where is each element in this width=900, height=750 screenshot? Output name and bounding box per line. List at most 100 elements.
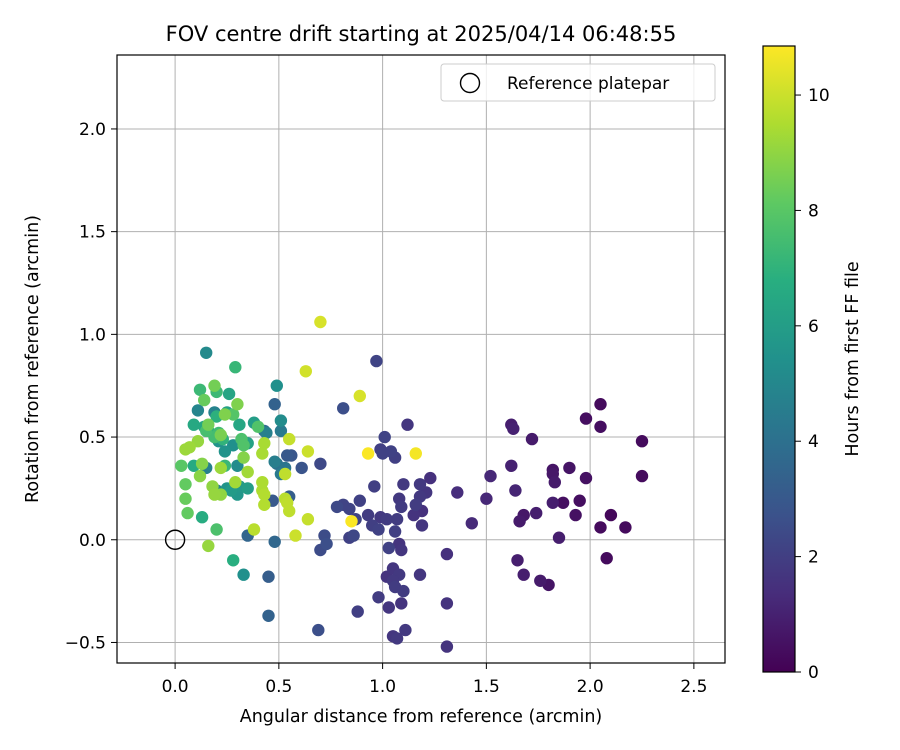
data-point	[337, 402, 350, 415]
data-point	[548, 476, 561, 489]
data-point	[390, 632, 404, 645]
data-point	[390, 513, 404, 526]
y-axis: −0.5 0.0 0.5 1.0 1.5 2.0	[65, 120, 117, 653]
data-point	[195, 457, 209, 470]
data-point	[413, 478, 427, 491]
data-point	[179, 478, 192, 491]
colorbar-tick-label: 8	[808, 201, 819, 221]
data-point	[513, 515, 526, 528]
y-axis-label: Rotation from reference (arcmin)	[23, 215, 43, 503]
grid-lines	[117, 55, 725, 663]
data-point	[274, 414, 288, 427]
data-point	[546, 496, 559, 509]
legend-open-circle-icon	[459, 72, 481, 94]
plot-frame	[116, 54, 726, 664]
data-point	[301, 445, 315, 458]
data-point	[191, 404, 205, 417]
data-point	[372, 591, 385, 604]
legend-box	[440, 63, 716, 102]
data-point	[251, 420, 265, 433]
data-point	[256, 447, 269, 460]
data-point	[214, 461, 227, 475]
data-point	[372, 523, 385, 536]
y-tick-label: 1.5	[79, 223, 106, 243]
y-tick-label: 1.0	[79, 325, 106, 345]
data-point	[530, 506, 543, 520]
y-tick-label: 0.0	[79, 531, 106, 551]
data-point	[330, 500, 344, 514]
data-point	[198, 393, 211, 407]
data-point	[534, 574, 547, 587]
reference-platepar-point	[164, 529, 186, 550]
data-point	[415, 519, 429, 532]
data-point	[202, 418, 215, 431]
data-point	[233, 418, 246, 431]
y-tick-label: 0.5	[79, 428, 106, 448]
data-point	[268, 455, 281, 468]
data-point	[604, 508, 618, 522]
data-point	[361, 508, 375, 522]
data-point	[395, 543, 408, 557]
data-point	[484, 469, 497, 483]
data-point	[229, 476, 242, 489]
data-point	[507, 422, 520, 435]
data-point	[237, 568, 250, 581]
x-axis: 0.0 0.5 1.0 1.5 2.0 2.5	[162, 663, 707, 697]
data-point	[579, 412, 593, 425]
data-point	[569, 508, 582, 522]
data-point	[397, 584, 410, 598]
data-point	[210, 523, 223, 536]
data-point	[295, 461, 308, 475]
data-point	[382, 541, 395, 555]
data-point	[181, 506, 194, 520]
data-point	[283, 432, 296, 446]
data-point	[218, 408, 232, 421]
data-point	[227, 554, 240, 567]
data-point	[395, 500, 408, 514]
data-point	[600, 552, 613, 565]
data-point	[314, 315, 327, 329]
data-point	[312, 623, 325, 637]
colorbar-tick-label: 2	[808, 548, 819, 568]
data-point	[268, 398, 281, 411]
colorbar-tick-label: 4	[808, 432, 819, 452]
data-point	[183, 441, 196, 454]
data-point	[635, 469, 649, 483]
data-point	[594, 521, 607, 534]
data-point	[347, 529, 360, 542]
data-point	[222, 387, 236, 401]
data-point	[368, 480, 381, 493]
data-point	[237, 451, 250, 464]
colorbar-tick-label: 6	[808, 317, 819, 337]
data-point	[247, 523, 261, 536]
data-point	[573, 494, 586, 507]
data-point	[320, 537, 333, 551]
data-point	[237, 439, 250, 452]
data-point	[208, 488, 221, 501]
data-point	[258, 498, 271, 511]
data-point	[202, 539, 215, 553]
data-point	[262, 570, 275, 583]
data-point	[424, 471, 437, 485]
data-point	[378, 430, 391, 444]
data-point	[409, 498, 422, 511]
data-point	[509, 484, 522, 497]
colorbar-ticks: 0 2 4 6 8 10	[795, 86, 830, 683]
data-point	[409, 447, 422, 460]
data-point	[301, 513, 315, 526]
chart-title: FOV centre drift starting at 2025/04/14 …	[166, 22, 677, 46]
data-point	[268, 535, 281, 548]
data-point	[401, 418, 414, 431]
data-point	[241, 465, 254, 479]
data-point	[241, 482, 254, 495]
data-point	[382, 601, 395, 614]
data-point	[231, 398, 244, 411]
data-point	[635, 435, 649, 448]
data-point	[440, 597, 454, 610]
data-point	[258, 437, 271, 450]
data-point	[525, 432, 539, 446]
data-point	[395, 597, 408, 610]
x-tick-label: 0.0	[162, 677, 189, 697]
colorbar-label: Hours from first FF file	[843, 261, 863, 456]
data-point	[351, 605, 364, 618]
